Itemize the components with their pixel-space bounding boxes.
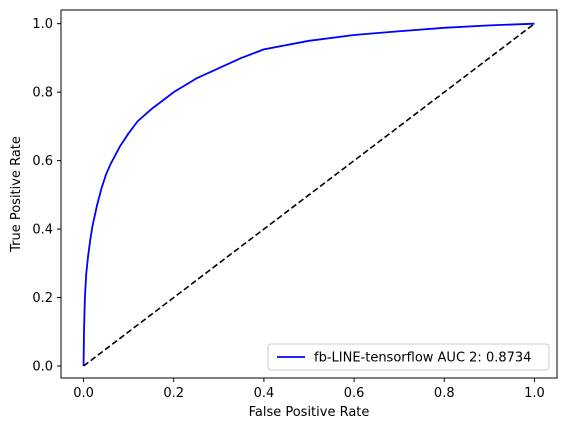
x-tick-label: 0.6 xyxy=(344,386,365,401)
y-axis-label: True Positive Rate xyxy=(9,136,24,253)
x-tick-label: 1.0 xyxy=(524,386,545,401)
legend: fb-LINE-tensorflow AUC 2: 0.8734 xyxy=(267,343,550,371)
y-tick-label: 0.4 xyxy=(32,223,53,238)
legend-label: fb-LINE-tensorflow AUC 2: 0.8734 xyxy=(314,351,531,366)
roc-curve-line xyxy=(82,22,535,367)
y-tick-label: 0.0 xyxy=(32,360,53,375)
diagonal-reference-line xyxy=(83,23,535,367)
y-tick-label: 0.2 xyxy=(32,291,53,306)
y-tick-label: 0.6 xyxy=(32,154,53,169)
x-axis-label: False Positive Rate xyxy=(249,405,370,420)
y-tick-label: 0.8 xyxy=(32,86,53,101)
plot-area xyxy=(60,9,558,379)
x-tick-label: 0.0 xyxy=(73,386,94,401)
x-tick-label: 0.2 xyxy=(163,386,184,401)
y-tick-label: 1.0 xyxy=(32,17,53,32)
x-tick-label: 0.8 xyxy=(434,386,455,401)
x-tick-label: 0.4 xyxy=(254,386,275,401)
plot-frame xyxy=(60,9,558,379)
legend-box xyxy=(267,343,550,371)
ticks-layer: 0.0 0.2 0.4 0.6 0.8 1.0 0.0 0.2 0.4 0.6 0.8 1.0 xyxy=(32,17,544,401)
